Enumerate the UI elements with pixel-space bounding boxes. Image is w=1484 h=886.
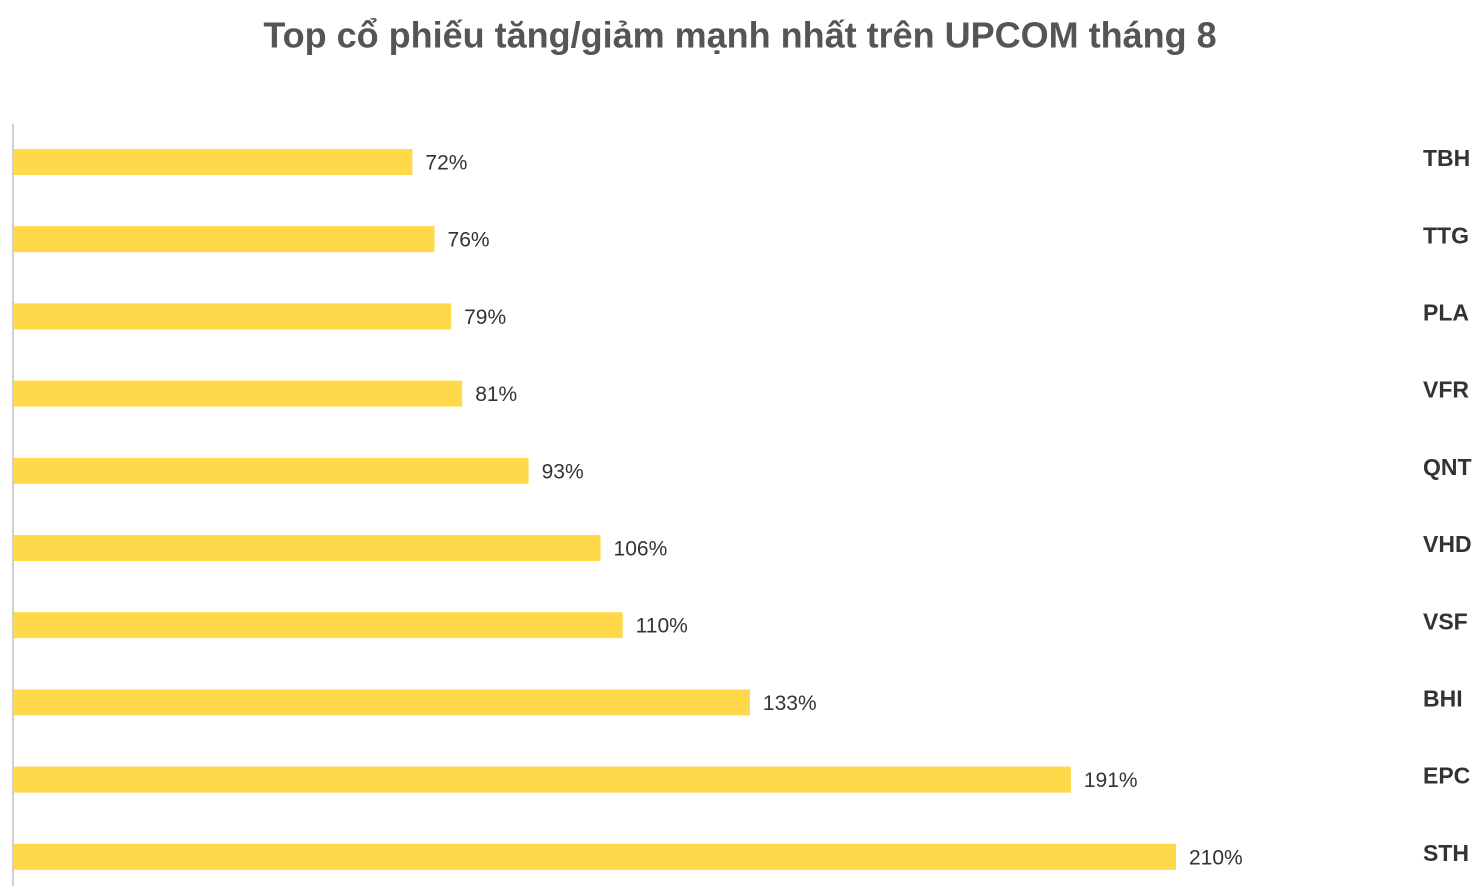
bar <box>14 149 413 175</box>
value-label: 72% <box>425 152 467 175</box>
category-label: TBH <box>1423 145 1470 171</box>
bar <box>14 766 1071 793</box>
value-label: 110% <box>636 615 688 638</box>
category-label: EPC <box>1423 763 1470 789</box>
bar <box>14 612 623 639</box>
bar <box>14 380 463 407</box>
bar <box>14 226 435 253</box>
bar <box>14 535 601 561</box>
bar <box>14 689 750 716</box>
value-label: 93% <box>542 460 584 483</box>
category-label: VSF <box>1423 608 1468 634</box>
value-label: 191% <box>1084 769 1138 792</box>
value-label: 79% <box>464 306 506 329</box>
category-label: QNT <box>1423 454 1472 480</box>
value-label: 133% <box>763 692 817 715</box>
category-label: PLA <box>1423 299 1469 325</box>
category-label: STH <box>1423 840 1469 866</box>
bar <box>14 457 529 484</box>
category-label: BHI <box>1423 685 1463 711</box>
category-label: TTG <box>1423 222 1469 248</box>
chart-title: Top cổ phiếu tăng/giảm mạnh nhất trên UP… <box>263 15 1216 56</box>
value-label: 81% <box>475 383 517 406</box>
bar <box>14 303 452 330</box>
bar <box>14 843 1176 870</box>
category-label: VFR <box>1423 377 1469 403</box>
category-label: VHD <box>1423 531 1472 557</box>
value-label: 210% <box>1189 846 1243 869</box>
value-label: 76% <box>448 229 490 252</box>
value-label: 106% <box>614 538 668 561</box>
